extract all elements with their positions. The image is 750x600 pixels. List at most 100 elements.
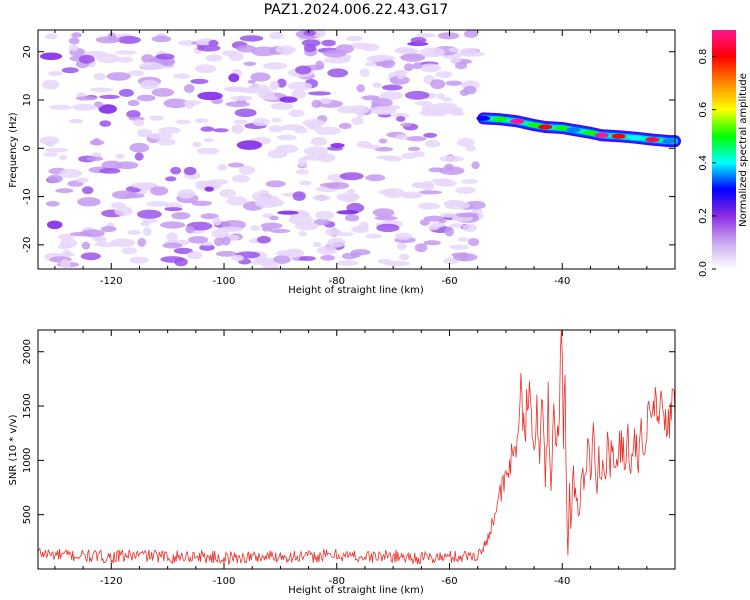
noise-blob — [396, 242, 407, 250]
x-tick-label: -40 — [554, 276, 570, 287]
signal-peak — [628, 135, 643, 141]
noise-blob — [177, 189, 196, 199]
noise-blob — [452, 107, 463, 115]
noise-blob — [231, 174, 250, 183]
signal-peak — [527, 122, 542, 128]
noise-blob — [149, 115, 164, 121]
noise-blob — [423, 240, 441, 246]
noise-blob — [239, 87, 264, 94]
y-tick-label: 0 — [22, 145, 33, 151]
noise-blob — [129, 142, 150, 153]
noise-blob — [68, 37, 80, 45]
noise-blob — [336, 232, 354, 237]
noise-blob — [273, 255, 291, 264]
noise-blob — [173, 73, 191, 79]
noise-blob — [394, 232, 413, 240]
noise-blob — [75, 96, 98, 101]
noise-blob — [139, 61, 163, 70]
noise-blob — [471, 208, 483, 214]
noise-blob — [39, 52, 63, 61]
noise-blob — [275, 144, 299, 154]
noise-blob — [99, 94, 120, 99]
noise-blob — [236, 45, 257, 53]
noise-blob — [276, 134, 297, 141]
signal-trace — [476, 112, 681, 148]
noise-blob — [320, 97, 332, 105]
noise-blob — [137, 238, 147, 247]
noise-blob — [269, 31, 284, 40]
noise-blob — [327, 68, 349, 78]
noise-blob — [399, 253, 410, 261]
noise-blob — [336, 260, 359, 266]
noise-blob — [317, 246, 337, 255]
noise-blob — [322, 49, 347, 58]
noise-blob — [234, 108, 257, 118]
noise-blob — [445, 80, 463, 86]
noise-blob — [327, 237, 346, 248]
noise-blob — [435, 71, 453, 78]
noise-blob — [304, 146, 328, 156]
noise-blob — [252, 117, 270, 127]
noise-blob — [136, 94, 156, 102]
noise-blob — [450, 56, 461, 64]
noise-blob — [212, 217, 222, 226]
noise-blob — [197, 44, 221, 52]
noise-blob — [142, 227, 152, 237]
noise-blob — [80, 252, 101, 261]
colorbar-gradient — [712, 30, 736, 269]
noise-blob — [101, 160, 123, 171]
colorbar: 0.0 0.2 0.4 0.6 0.8 Normalized spectral ampl… — [698, 30, 749, 277]
noise-blob — [336, 105, 359, 114]
noise-blob — [311, 99, 322, 108]
noise-blob — [364, 61, 377, 67]
noise-blob — [346, 35, 363, 42]
noise-blob — [203, 138, 214, 143]
noise-blob — [48, 104, 72, 111]
x-tick-label: -100 — [213, 276, 236, 287]
noise-blob — [312, 195, 331, 201]
noise-blob — [160, 221, 186, 229]
noise-blob — [414, 243, 428, 253]
noise-blob — [310, 136, 328, 146]
snr-panel: -120 -100 -80 -60 -40 500 1000 1500 2000 Height … — [8, 329, 676, 596]
noise-blob — [151, 35, 172, 43]
noise-blob — [295, 65, 312, 75]
noise-blob — [424, 139, 441, 148]
noise-blob — [215, 250, 238, 257]
noise-blob — [378, 189, 396, 195]
noise-blob — [268, 125, 285, 133]
signal-peak — [510, 118, 525, 124]
noise-blob — [366, 55, 386, 63]
signal-peak — [538, 124, 553, 130]
noise-blob — [288, 215, 314, 225]
noise-blob — [137, 128, 153, 138]
spectrogram-frame — [37, 29, 676, 270]
noise-blob — [303, 30, 317, 36]
noise-blob — [418, 190, 443, 195]
noise-blob — [250, 225, 261, 231]
noise-blob — [187, 251, 203, 260]
noise-blob — [77, 197, 101, 207]
noise-blob — [277, 210, 299, 215]
noise-blob — [92, 138, 101, 146]
noise-blob — [270, 102, 294, 110]
noise-blob — [301, 39, 321, 47]
noise-blob — [117, 56, 133, 63]
snr-x-label: Height of straight line (km) — [288, 585, 424, 596]
x-tick-label: -100 — [213, 576, 236, 587]
noise-blob — [271, 117, 282, 123]
noise-blob — [441, 97, 453, 102]
signal-peak — [493, 116, 508, 122]
noise-blob — [151, 88, 175, 97]
noise-blob — [133, 119, 145, 127]
noise-blob — [213, 237, 225, 247]
noise-blob — [372, 208, 395, 218]
noise-blob — [392, 112, 410, 119]
noise-blob — [183, 166, 197, 176]
noise-blob — [419, 47, 446, 58]
noise-blob — [227, 86, 242, 92]
noise-blob — [313, 28, 326, 38]
snr-line-layer — [37, 329, 676, 566]
noise-blob — [47, 174, 63, 184]
